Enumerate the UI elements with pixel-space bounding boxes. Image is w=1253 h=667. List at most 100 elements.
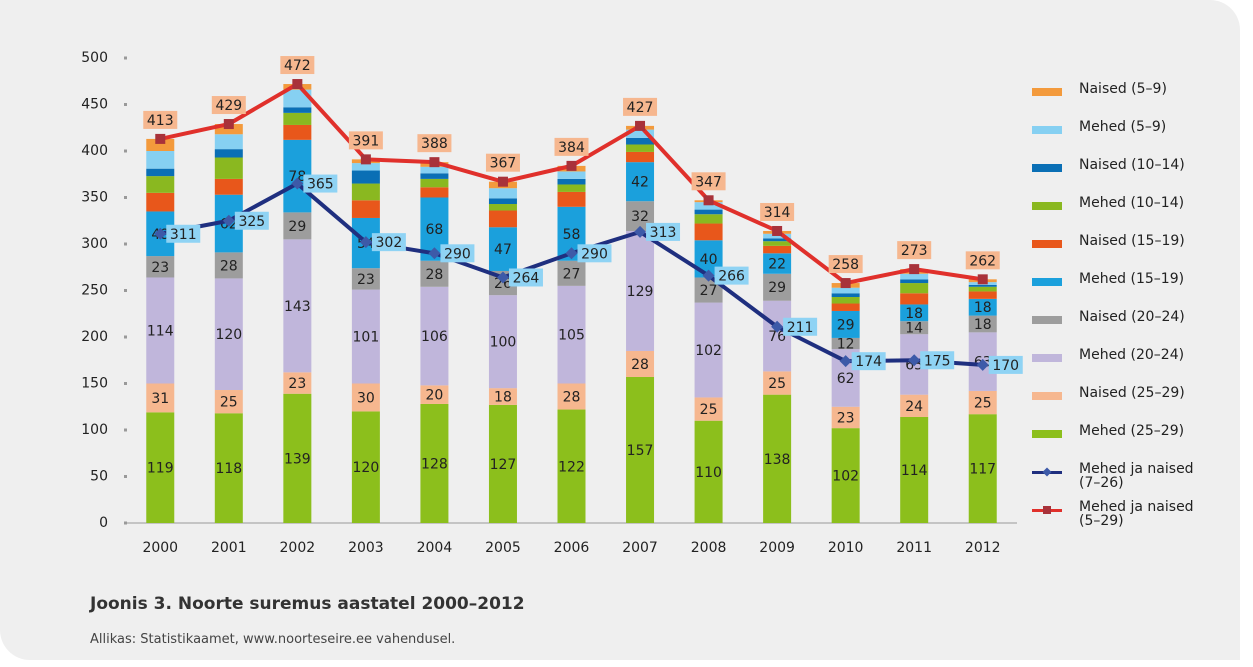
line-label-box — [508, 268, 543, 287]
line-label-box — [303, 174, 338, 193]
line-marker — [771, 320, 784, 333]
line-label-box — [371, 233, 406, 252]
line-marker — [840, 278, 851, 289]
bar-segment — [557, 191, 586, 207]
line-label: 290 — [444, 246, 471, 262]
bar-segment — [694, 202, 723, 210]
y-tick-mark — [124, 289, 127, 292]
y-tick-mark — [124, 149, 127, 153]
bar-segment — [968, 390, 997, 415]
bar-segment — [146, 168, 175, 177]
bar-label: 18 — [974, 300, 992, 316]
legend-item: Naised (15–19) — [1032, 234, 1232, 272]
legend-item: Mehed ja naised (5–29) — [1032, 500, 1232, 538]
bar-segment — [968, 284, 997, 287]
bar-segment — [420, 403, 449, 523]
bar-label: 110 — [695, 465, 722, 481]
bar-segment — [900, 394, 929, 417]
bar-segment — [831, 406, 860, 429]
legend-item: Mehed (10–14) — [1032, 196, 1232, 234]
line-marker — [292, 79, 303, 90]
bar-segment — [763, 233, 792, 239]
bar-segment — [146, 256, 175, 278]
bar-segment — [420, 385, 449, 404]
bar-segment — [626, 129, 655, 138]
legend-swatch — [1032, 240, 1062, 248]
x-tick-label: 2005 — [485, 540, 521, 556]
bar-segment — [900, 283, 929, 294]
bar-segment — [763, 245, 792, 254]
line-marker — [635, 120, 646, 131]
y-tick-mark — [124, 335, 127, 339]
line-label: 290 — [581, 246, 608, 262]
legend-swatch — [1032, 202, 1062, 210]
line-label-box — [691, 172, 726, 191]
line-label: 388 — [421, 136, 448, 152]
bar-segment — [626, 162, 655, 202]
legend-item: Mehed (5–9) — [1032, 120, 1232, 158]
x-tick-label: 2011 — [896, 540, 932, 556]
bar-segment — [557, 260, 586, 286]
legend-label: Naised (10–14) — [1079, 157, 1185, 173]
bar-segment — [626, 137, 655, 145]
y-tick-mark — [124, 428, 127, 432]
bar-segment — [488, 210, 517, 228]
line-marker — [634, 225, 647, 238]
bar-segment — [146, 277, 175, 384]
line-marker — [976, 358, 989, 371]
bar-segment — [626, 151, 655, 163]
bar-segment — [146, 383, 175, 413]
bar-segment — [351, 183, 380, 201]
line-marker — [222, 214, 235, 227]
y-tick-label: 150 — [81, 376, 108, 392]
source: Allikas: Statistikaamet, www.noorteseire… — [90, 632, 456, 647]
x-tick-label: 2008 — [691, 540, 727, 556]
bar-label: 128 — [421, 456, 448, 472]
bar-segment — [763, 273, 792, 301]
line-label: 313 — [650, 225, 677, 241]
bar-segment — [831, 297, 860, 304]
bar-label: 119 — [147, 461, 174, 477]
bar-segment — [968, 414, 997, 523]
line-label: 211 — [787, 320, 814, 336]
bar-segment — [283, 112, 312, 125]
bar-segment — [488, 404, 517, 523]
legend-label: Mehed ja naised (5–29) — [1079, 499, 1194, 529]
line-label: 174 — [855, 354, 882, 370]
bar-label: 27 — [563, 266, 581, 282]
line-marker — [154, 227, 167, 240]
bar-segment — [900, 273, 929, 280]
bar-label: 100 — [490, 335, 517, 351]
line-label: 365 — [307, 177, 334, 193]
bar-segment — [900, 416, 929, 523]
line-label: 429 — [215, 98, 242, 114]
bar-segment — [488, 388, 517, 405]
bar-segment — [831, 310, 860, 338]
bar-label: 102 — [832, 469, 859, 485]
bar-segment — [900, 321, 929, 335]
bar-label: 102 — [695, 343, 722, 359]
line-marker — [566, 160, 577, 171]
bar-segment — [831, 428, 860, 523]
bar-segment — [214, 252, 243, 279]
bar-segment — [351, 163, 380, 171]
legend-item: Mehed ja naised (7–26) — [1032, 462, 1232, 500]
line-label: 427 — [627, 100, 654, 116]
line-marker — [497, 176, 508, 187]
y-tick-mark — [124, 103, 127, 106]
legend-marker — [1043, 506, 1051, 514]
bar-label: 157 — [627, 443, 654, 459]
line-marker — [977, 274, 988, 285]
bar-segment — [351, 289, 380, 384]
bar-segment — [488, 295, 517, 389]
legend-swatch — [1032, 126, 1062, 134]
bar-label: 106 — [421, 329, 448, 345]
bar-label: 32 — [631, 209, 649, 225]
line-label: 264 — [513, 270, 540, 286]
bar-segment — [146, 176, 175, 193]
bar-segment — [420, 260, 449, 287]
bar-segment — [763, 241, 792, 246]
bar-label: 28 — [426, 267, 444, 283]
